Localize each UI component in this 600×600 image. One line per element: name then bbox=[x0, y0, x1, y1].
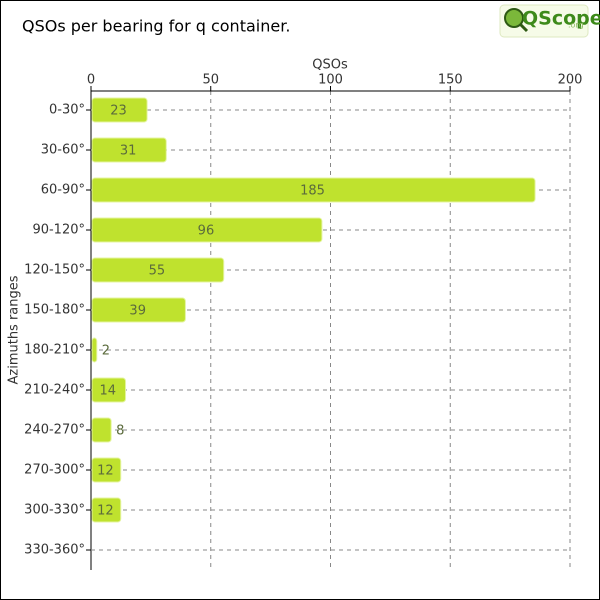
y-tick-label: 240-270° bbox=[24, 423, 85, 438]
bar bbox=[91, 97, 148, 123]
bar bbox=[91, 177, 536, 203]
x-tick-label: 50 bbox=[202, 73, 219, 88]
x-tick-label: 150 bbox=[438, 73, 463, 88]
logo-icon bbox=[504, 8, 524, 28]
logo: QScope .org bbox=[499, 4, 600, 38]
y-tick-label: 300-330° bbox=[24, 503, 85, 518]
value-label: 23 bbox=[110, 104, 127, 119]
value-label: 8 bbox=[116, 424, 124, 439]
value-label: 96 bbox=[198, 224, 215, 239]
y-tick-label: 330-360° bbox=[24, 543, 85, 558]
logo-text: QScope bbox=[522, 8, 600, 30]
y-tick-label: 90-120° bbox=[32, 223, 85, 238]
value-label: 2 bbox=[102, 344, 110, 359]
bar bbox=[91, 497, 122, 523]
bar bbox=[91, 457, 122, 483]
value-label: 39 bbox=[129, 304, 146, 319]
bar bbox=[91, 257, 225, 283]
value-label: 55 bbox=[149, 264, 166, 279]
bar bbox=[91, 337, 98, 363]
y-tick-label: 150-180° bbox=[24, 303, 85, 318]
value-label: 185 bbox=[300, 184, 325, 199]
y-tick-label: 210-240° bbox=[24, 383, 85, 398]
x-tick-label: 100 bbox=[318, 73, 343, 88]
y-tick-label: 180-210° bbox=[24, 343, 85, 358]
y-tick-label: 30-60° bbox=[41, 143, 85, 158]
y-tick-label: 120-150° bbox=[24, 263, 85, 278]
bar bbox=[91, 137, 167, 163]
value-label: 14 bbox=[99, 384, 116, 399]
bar bbox=[91, 377, 127, 403]
x-tick-label: 0 bbox=[87, 73, 95, 88]
value-label: 12 bbox=[97, 464, 114, 479]
logo-handle bbox=[518, 22, 529, 33]
x-axis-label: QSOs bbox=[312, 58, 348, 73]
y-tick-label: 0-30° bbox=[49, 103, 85, 118]
bar bbox=[91, 417, 112, 443]
y-tick-label: 270-300° bbox=[24, 463, 85, 478]
value-label: 12 bbox=[97, 504, 114, 519]
y-axis-label: Azimuths ranges bbox=[7, 275, 22, 384]
value-label: 31 bbox=[120, 144, 137, 159]
bar bbox=[91, 217, 323, 243]
logo-suffix: .org bbox=[568, 21, 584, 30]
bar bbox=[91, 297, 186, 323]
y-tick-label: 60-90° bbox=[41, 183, 85, 198]
x-tick-label: 200 bbox=[558, 73, 583, 88]
chart-title: QSOs per bearing for q container. bbox=[22, 17, 290, 36]
